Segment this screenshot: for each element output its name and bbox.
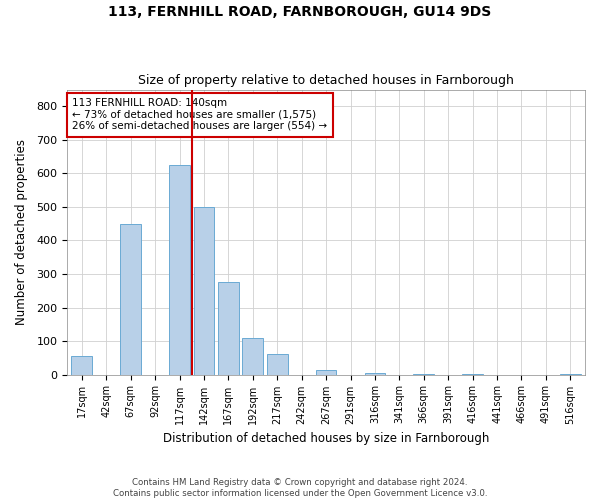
X-axis label: Distribution of detached houses by size in Farnborough: Distribution of detached houses by size …	[163, 432, 489, 445]
Bar	[71, 356, 92, 374]
Bar	[169, 165, 190, 374]
Bar	[242, 338, 263, 374]
Text: 113, FERNHILL ROAD, FARNBOROUGH, GU14 9DS: 113, FERNHILL ROAD, FARNBOROUGH, GU14 9D…	[109, 5, 491, 19]
Bar	[365, 373, 385, 374]
Title: Size of property relative to detached houses in Farnborough: Size of property relative to detached ho…	[138, 74, 514, 87]
Text: 113 FERNHILL ROAD: 140sqm
← 73% of detached houses are smaller (1,575)
26% of se: 113 FERNHILL ROAD: 140sqm ← 73% of detac…	[73, 98, 328, 132]
Bar	[121, 224, 141, 374]
Y-axis label: Number of detached properties: Number of detached properties	[15, 139, 28, 325]
Bar	[218, 282, 239, 374]
Bar	[316, 370, 337, 374]
Text: Contains HM Land Registry data © Crown copyright and database right 2024.
Contai: Contains HM Land Registry data © Crown c…	[113, 478, 487, 498]
Bar	[194, 207, 214, 374]
Bar	[267, 354, 287, 374]
